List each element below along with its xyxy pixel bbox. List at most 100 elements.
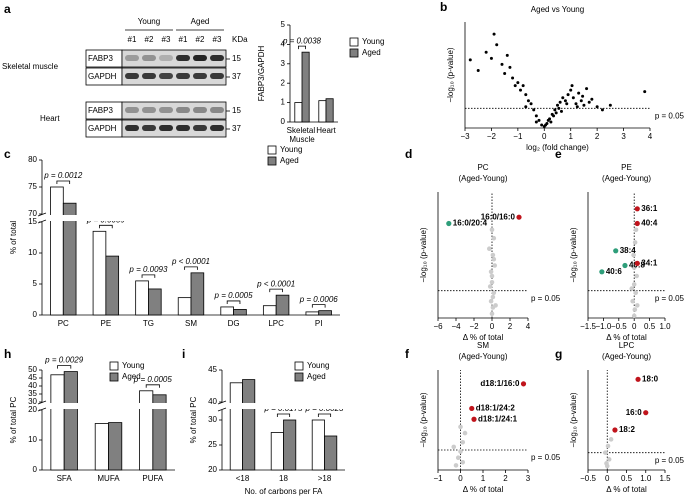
point — [566, 93, 570, 97]
point — [489, 56, 493, 60]
x-tick-label: −2 — [469, 322, 479, 331]
x-tick-label: 0 — [632, 322, 637, 331]
point — [451, 444, 457, 450]
p-bracket — [141, 274, 156, 278]
bar — [63, 371, 78, 471]
chart: b −3 −2 −1 0 1 2 3 4 p = 0.05 Aged vs Young log₂ (f… — [440, 0, 685, 152]
bar — [105, 255, 120, 316]
x-tick-label: −0.5 — [611, 322, 627, 331]
point — [630, 298, 635, 304]
p-value: p = 0.0093 — [128, 265, 168, 274]
x-tick-label: 1 — [481, 474, 486, 483]
protein-label: FABP3 — [88, 54, 113, 63]
bar — [233, 309, 247, 316]
point — [552, 114, 556, 118]
bar — [108, 422, 123, 471]
point — [549, 120, 553, 124]
legend-swatch — [349, 48, 359, 58]
blot-band — [193, 125, 207, 131]
labeled-point — [634, 206, 640, 212]
point — [604, 461, 609, 466]
y-tick-label: 45 — [208, 365, 217, 374]
point — [495, 43, 499, 47]
chart-subtitle: (Aged-Young) — [458, 352, 507, 361]
y-tick-label: 50 — [28, 365, 37, 374]
axis-break — [38, 215, 340, 221]
x-tick-label: 0.5 — [621, 474, 633, 483]
chart-subtitle: (Aged-Young) — [602, 174, 651, 183]
point — [565, 102, 569, 106]
point — [632, 307, 638, 312]
y-tick-label: 1 — [281, 98, 286, 107]
panel-label: h — [4, 347, 11, 361]
bar — [318, 100, 327, 123]
point — [460, 460, 466, 465]
blot-band — [193, 107, 207, 113]
blot-band — [159, 73, 173, 79]
point — [606, 457, 612, 462]
p-bracket — [57, 365, 72, 369]
panel-label: a — [4, 2, 11, 16]
x-tick-label: <18 — [236, 474, 250, 483]
point — [460, 440, 466, 445]
point — [570, 84, 574, 88]
x-tick-label: 2 — [508, 322, 513, 331]
legend-label: Young — [307, 361, 329, 370]
point — [462, 430, 468, 436]
y-tick-label: 20 — [28, 405, 37, 414]
y-axis-label: −log₁₀ (p-value) — [569, 227, 578, 282]
y-axis-label: % of total PC — [9, 396, 18, 443]
point — [559, 109, 563, 113]
point — [574, 102, 578, 106]
x-tick-label: 2 — [595, 132, 600, 141]
labeled-point — [643, 410, 649, 416]
point-label: 36:1 — [641, 204, 658, 213]
blot-strip — [121, 67, 227, 86]
chart-title: SM — [477, 341, 489, 350]
bar — [283, 419, 297, 471]
legend-label: Aged — [122, 372, 141, 381]
point — [629, 286, 635, 291]
lane-label: #2 — [196, 35, 205, 44]
x-axis-label: log₂ (fold change) — [526, 143, 589, 152]
marker-label: 15 — [232, 54, 241, 63]
bar — [262, 305, 277, 316]
break-mark — [37, 212, 47, 217]
x-axis-label: No. of carbons per FA — [245, 487, 323, 496]
point — [600, 108, 604, 112]
y-tick-label: 30 — [28, 397, 37, 406]
p-value: p < 0.0001 — [256, 279, 295, 288]
x-tick-label: 0 — [605, 474, 610, 483]
x-tick-label: −1.0 — [596, 322, 612, 331]
x-tick-label: SFA — [57, 474, 73, 483]
panel-label: i — [182, 347, 185, 361]
group-label: Aged — [191, 17, 210, 26]
point — [603, 450, 608, 455]
point — [500, 62, 504, 66]
x-axis-label: Δ % of total — [606, 485, 647, 494]
bar — [275, 294, 290, 316]
bar — [242, 379, 256, 471]
p-value: p = 0.0029 — [44, 356, 84, 365]
point — [453, 463, 459, 468]
chart: g −0.5 0 0.5 1.0 1.5 p = 0.05 18:0 16:0 18:2 LPC (A… — [555, 341, 685, 494]
blot-band — [142, 125, 156, 131]
y-axis-label: % of total PC — [189, 396, 198, 443]
x-tick-label: 4 — [526, 322, 531, 331]
point — [643, 90, 647, 94]
labeled-point — [634, 260, 640, 266]
lane-label: #1 — [179, 35, 188, 44]
y-axis-label: −log₁₀ (p-value) — [419, 392, 428, 447]
point — [490, 294, 496, 300]
y-axis-label: −log₁₀ (p-value) — [569, 392, 578, 447]
x-tick-label: 0 — [458, 474, 463, 483]
point — [529, 102, 533, 106]
chart-title: Aged vs Young — [531, 5, 584, 14]
point — [476, 68, 480, 72]
bar — [270, 432, 284, 471]
x-tick-label: >18 — [318, 474, 332, 483]
legend-label: Young — [280, 145, 302, 154]
x-tick-label: 1 — [568, 132, 573, 141]
threshold-label: p = 0.05 — [655, 456, 685, 465]
point — [505, 53, 509, 57]
